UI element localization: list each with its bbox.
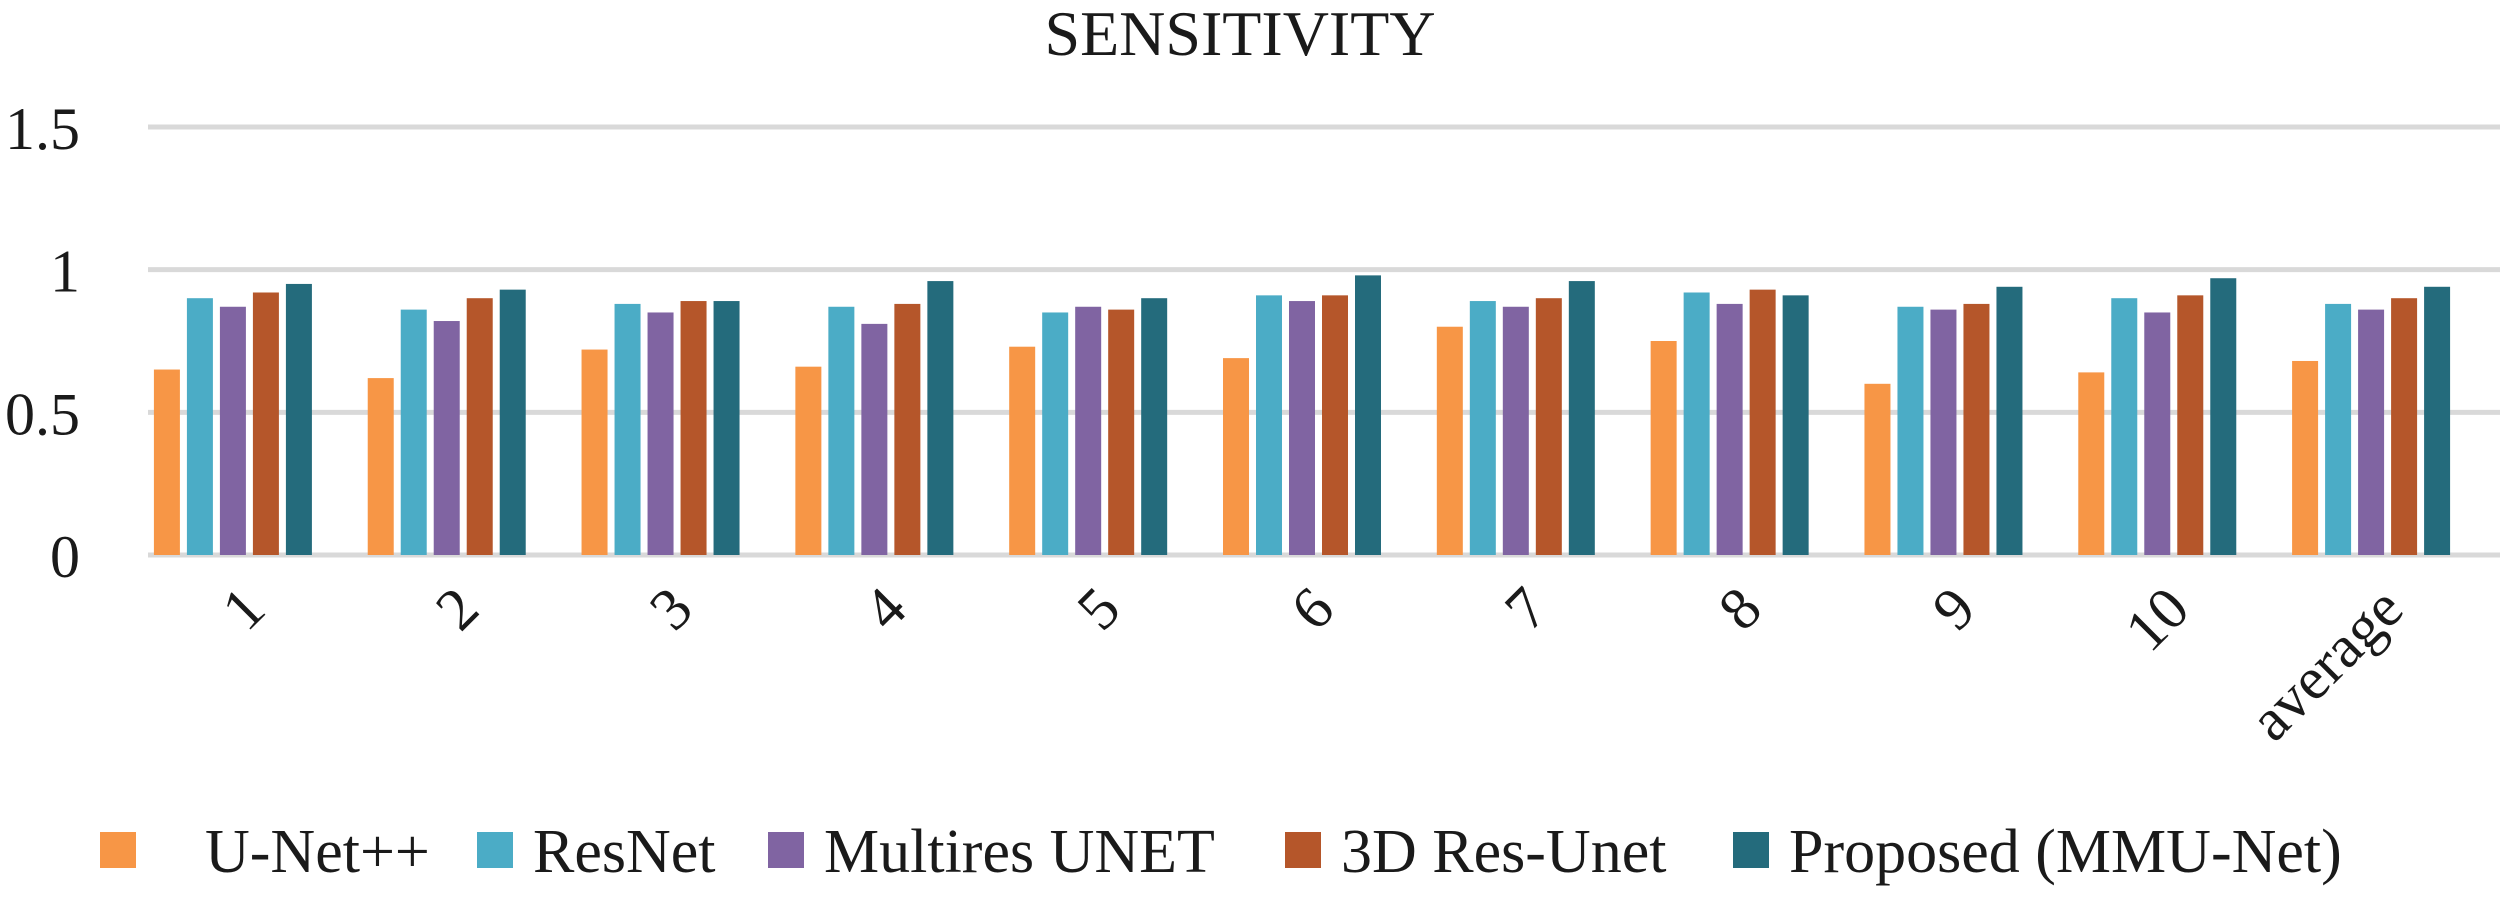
- bar-proposed-mmu-net--9: [1996, 286, 2023, 555]
- bar-proposed-mmu-net--5: [1141, 298, 1168, 555]
- bar-3d-res-unet-3: [680, 301, 707, 555]
- bar-3d-res-unet-6: [1322, 295, 1348, 555]
- legend-swatch: [477, 832, 513, 868]
- bar-multires-unet-2: [433, 321, 460, 555]
- bar-proposed-mmu-net--10: [2210, 278, 2237, 555]
- bar-u-net--10: [2078, 372, 2105, 555]
- bar-multires-unet-9: [1930, 309, 1957, 555]
- x-tick-label: 2: [423, 575, 491, 643]
- bar-3d-res-unet-4: [894, 303, 921, 555]
- bar-proposed-mmu-net--6: [1355, 275, 1381, 555]
- x-tick-label: average: [2237, 575, 2416, 754]
- y-axis-tick-labels: 0 0.5 1 1.5: [5, 96, 80, 590]
- legend-label: 3D Res-Unet: [1341, 818, 1666, 886]
- bar-u-net--3: [581, 349, 608, 555]
- y-tick-label: 0.5: [5, 381, 80, 447]
- bar-resnet-5: [1042, 312, 1069, 555]
- bar-proposed-mmu-net--average: [2424, 286, 2451, 555]
- bar-proposed-mmu-net--4: [927, 281, 954, 555]
- x-tick-label: 5: [1064, 575, 1132, 643]
- legend-label: U-Net++: [205, 818, 430, 886]
- bar-proposed-mmu-net--7: [1568, 281, 1595, 555]
- bar-multires-unet-8: [1716, 303, 1743, 555]
- bar-3d-res-unet-10: [2177, 295, 2204, 555]
- x-tick-label: 8: [1706, 575, 1774, 643]
- bar-u-net--6: [1223, 358, 1249, 555]
- bar-proposed-mmu-net--2: [499, 289, 526, 555]
- bars: [153, 275, 2451, 555]
- legend-label: Multires UNET: [824, 818, 1215, 886]
- bar-multires-unet-1: [219, 306, 246, 555]
- bar-u-net--9: [1864, 383, 1891, 555]
- bar-multires-unet-6: [1289, 301, 1315, 555]
- bar-u-net--8: [1650, 341, 1677, 555]
- bar-multires-unet-7: [1502, 306, 1529, 555]
- bar-resnet-2: [400, 309, 427, 555]
- bar-u-net--2: [367, 378, 394, 555]
- x-tick-label: 3: [637, 575, 705, 643]
- bar-resnet-8: [1683, 292, 1710, 555]
- bar-u-net--average: [2292, 360, 2319, 555]
- bar-resnet-3: [614, 303, 641, 555]
- bar-proposed-mmu-net--1: [285, 283, 312, 555]
- bar-multires-unet-10: [2144, 312, 2171, 555]
- legend-label: Proposed (MMU-Net): [1789, 818, 2342, 886]
- bar-u-net--5: [1009, 346, 1036, 555]
- bar-multires-unet-average: [2358, 309, 2385, 555]
- bar-u-net--7: [1436, 326, 1463, 555]
- bar-resnet-9: [1897, 306, 1924, 555]
- y-tick-label: 1: [50, 239, 80, 305]
- bar-3d-res-unet-average: [2391, 298, 2418, 555]
- chart-title: SENSITIVITY: [1044, 0, 1435, 69]
- legend-swatch: [1285, 832, 1321, 868]
- bar-proposed-mmu-net--8: [1782, 295, 1809, 555]
- legend-swatch: [768, 832, 804, 868]
- bar-multires-unet-4: [861, 323, 888, 555]
- bar-multires-unet-3: [647, 312, 674, 555]
- bar-resnet-10: [2111, 298, 2138, 555]
- bar-resnet-7: [1469, 301, 1496, 555]
- y-tick-label: 1.5: [5, 96, 80, 162]
- x-axis-tick-labels: 1 2 3 4 5 6 7 8 9 10 average: [209, 575, 2415, 754]
- bar-3d-res-unet-2: [466, 298, 493, 555]
- bar-3d-res-unet-7: [1535, 298, 1562, 555]
- x-tick-label: 4: [851, 575, 919, 643]
- bar-resnet-4: [828, 306, 855, 555]
- bar-3d-res-unet-1: [252, 292, 279, 555]
- x-tick-label: 9: [1920, 575, 1988, 643]
- x-tick-label: 6: [1278, 575, 1346, 643]
- legend-swatch: [100, 832, 136, 868]
- x-tick-label: 1: [209, 575, 277, 643]
- bar-u-net--1: [153, 369, 180, 555]
- legend: U-Net++ ResNet Multires UNET 3D Res-Unet Pro…: [100, 818, 2342, 886]
- bar-multires-unet-5: [1075, 306, 1102, 555]
- x-tick-label: 10: [2112, 575, 2201, 664]
- bar-resnet-6: [1256, 295, 1282, 555]
- bar-3d-res-unet-8: [1749, 289, 1776, 555]
- bar-resnet-1: [186, 298, 213, 555]
- legend-label: ResNet: [533, 818, 716, 886]
- bar-3d-res-unet-5: [1108, 309, 1135, 555]
- bar-resnet-average: [2325, 303, 2352, 555]
- y-tick-label: 0: [50, 524, 80, 590]
- bar-proposed-mmu-net--3: [713, 301, 740, 555]
- bar-3d-res-unet-9: [1963, 303, 1990, 555]
- x-tick-label: 7: [1492, 575, 1560, 643]
- legend-swatch: [1733, 832, 1769, 868]
- bar-u-net--4: [795, 366, 822, 555]
